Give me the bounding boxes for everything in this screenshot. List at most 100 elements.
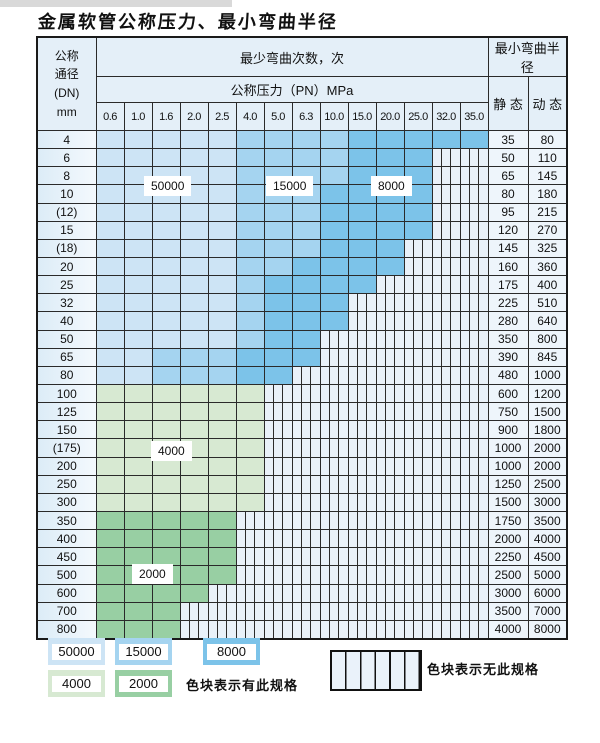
no-spec-hatch-cell <box>347 547 377 567</box>
spec-cell-50000 <box>123 311 153 331</box>
no-spec-hatch-cell <box>263 402 293 422</box>
spec-cell-50000 <box>151 148 181 168</box>
spec-cell-15000 <box>263 238 293 258</box>
static-radius-cell: 80 <box>487 184 529 204</box>
no-spec-hatch-cell <box>347 329 377 349</box>
dynamic-radius-cell: 510 <box>527 293 568 313</box>
no-spec-hatch-cell <box>235 583 265 603</box>
no-spec-hatch-cell <box>459 510 489 531</box>
no-spec-hatch-cell <box>375 383 405 404</box>
no-spec-hatch-cell <box>207 583 237 603</box>
pressure-col-header: 25.0 <box>403 102 433 131</box>
cycle-zone-label-2000: 2000 <box>132 564 173 584</box>
spec-cell-2000 <box>179 529 209 549</box>
no-spec-hatch-cell <box>459 402 489 422</box>
spec-cell-2000 <box>207 547 237 567</box>
dn-cell: 125 <box>36 402 97 422</box>
no-spec-hatch-cell <box>319 619 349 640</box>
no-spec-hatch-cell <box>319 492 349 512</box>
no-spec-hatch-cell <box>459 238 489 258</box>
no-spec-hatch-cell <box>459 220 489 240</box>
no-spec-hatch-cell <box>347 402 377 422</box>
no-spec-hatch-cell <box>319 438 349 458</box>
spec-cell-2000 <box>151 510 181 531</box>
spec-cell-2000 <box>95 565 125 585</box>
table-row: (18) 145 325 <box>36 238 568 258</box>
no-spec-hatch-cell <box>403 311 433 331</box>
dn-cell: 25 <box>36 275 97 295</box>
no-spec-hatch-cell <box>459 293 489 313</box>
no-spec-hatch-cell <box>459 456 489 476</box>
no-spec-hatch-cell <box>235 510 265 531</box>
dn-column-header: 公称 通径 (DN) mm <box>36 36 97 131</box>
no-spec-hatch-cell <box>319 474 349 494</box>
spec-cell-8000 <box>319 293 349 313</box>
spec-cell-4000 <box>95 402 125 422</box>
no-spec-hatch-cell <box>207 619 237 640</box>
spec-cell-50000 <box>179 256 209 277</box>
static-radius-cell: 1250 <box>487 474 529 494</box>
dynamic-radius-cell: 1200 <box>527 383 568 404</box>
no-spec-hatch-cell <box>347 347 377 367</box>
no-spec-hatch-cell <box>459 547 489 567</box>
no-spec-hatch-cell <box>235 547 265 567</box>
dynamic-radius-cell: 215 <box>527 202 568 222</box>
no-spec-hatch-cell <box>319 601 349 621</box>
no-spec-hatch-cell <box>179 619 209 640</box>
dn-cell: 600 <box>36 583 97 603</box>
spec-cell-8000 <box>291 293 321 313</box>
spec-cell-50000 <box>123 220 153 240</box>
no-spec-hatch-cell <box>347 565 377 585</box>
no-spec-hatch-cell <box>319 510 349 531</box>
no-spec-hatch-cell <box>403 510 433 531</box>
no-spec-hatch-cell <box>431 347 461 367</box>
spec-cell-2000 <box>95 547 125 567</box>
no-spec-hatch-cell <box>459 383 489 404</box>
no-spec-hatch-cell <box>291 492 321 512</box>
table-row: 50 350 800 <box>36 329 568 349</box>
spec-cell-8000 <box>291 347 321 367</box>
table-row: 400 2000 4000 <box>36 529 568 549</box>
no-spec-hatch-cell <box>319 529 349 549</box>
dn-cell: 250 <box>36 474 97 494</box>
dn-cell: 65 <box>36 347 97 367</box>
spec-cell-4000 <box>207 383 237 404</box>
static-radius-cell: 2000 <box>487 529 529 549</box>
spec-cell-4000 <box>123 420 153 440</box>
no-spec-hatch-cell <box>459 420 489 440</box>
no-spec-hatch-cell <box>403 329 433 349</box>
no-spec-hatch-cell <box>459 184 489 204</box>
no-spec-hatch-cell <box>347 601 377 621</box>
table-row: 100 600 1200 <box>36 383 568 404</box>
spec-cell-50000 <box>95 148 125 168</box>
no-spec-hatch-cell <box>347 474 377 494</box>
table-row: 150 900 1800 <box>36 420 568 440</box>
spec-cell-2000 <box>123 619 153 640</box>
spec-cell-8000 <box>347 220 377 240</box>
no-spec-hatch-cell <box>403 402 433 422</box>
no-spec-hatch-cell <box>291 529 321 549</box>
spec-cell-50000 <box>123 275 153 295</box>
no-spec-hatch-cell <box>291 510 321 531</box>
spec-cell-4000 <box>123 492 153 512</box>
spec-cell-15000 <box>263 129 293 150</box>
dn-cell: 700 <box>36 601 97 621</box>
dynamic-radius-cell: 640 <box>527 311 568 331</box>
no-spec-hatch-cell <box>403 547 433 567</box>
static-radius-cell: 2250 <box>487 547 529 567</box>
spec-cell-15000 <box>235 238 265 258</box>
pressure-col-header: 15.0 <box>347 102 377 131</box>
spec-cell-8000 <box>375 129 405 150</box>
no-spec-hatch-cell <box>291 383 321 404</box>
spec-cell-50000 <box>95 166 125 186</box>
spec-cell-8000 <box>235 347 265 367</box>
dynamic-radius-cell: 1800 <box>527 420 568 440</box>
spec-cell-15000 <box>263 202 293 222</box>
spec-cell-8000 <box>403 148 433 168</box>
no-spec-hatch-cell <box>431 547 461 567</box>
no-spec-hatch-cell <box>431 529 461 549</box>
no-spec-hatch-cell <box>459 275 489 295</box>
legend-swatch-label: 50000 <box>52 643 101 660</box>
no-spec-hatch-cell <box>459 202 489 222</box>
